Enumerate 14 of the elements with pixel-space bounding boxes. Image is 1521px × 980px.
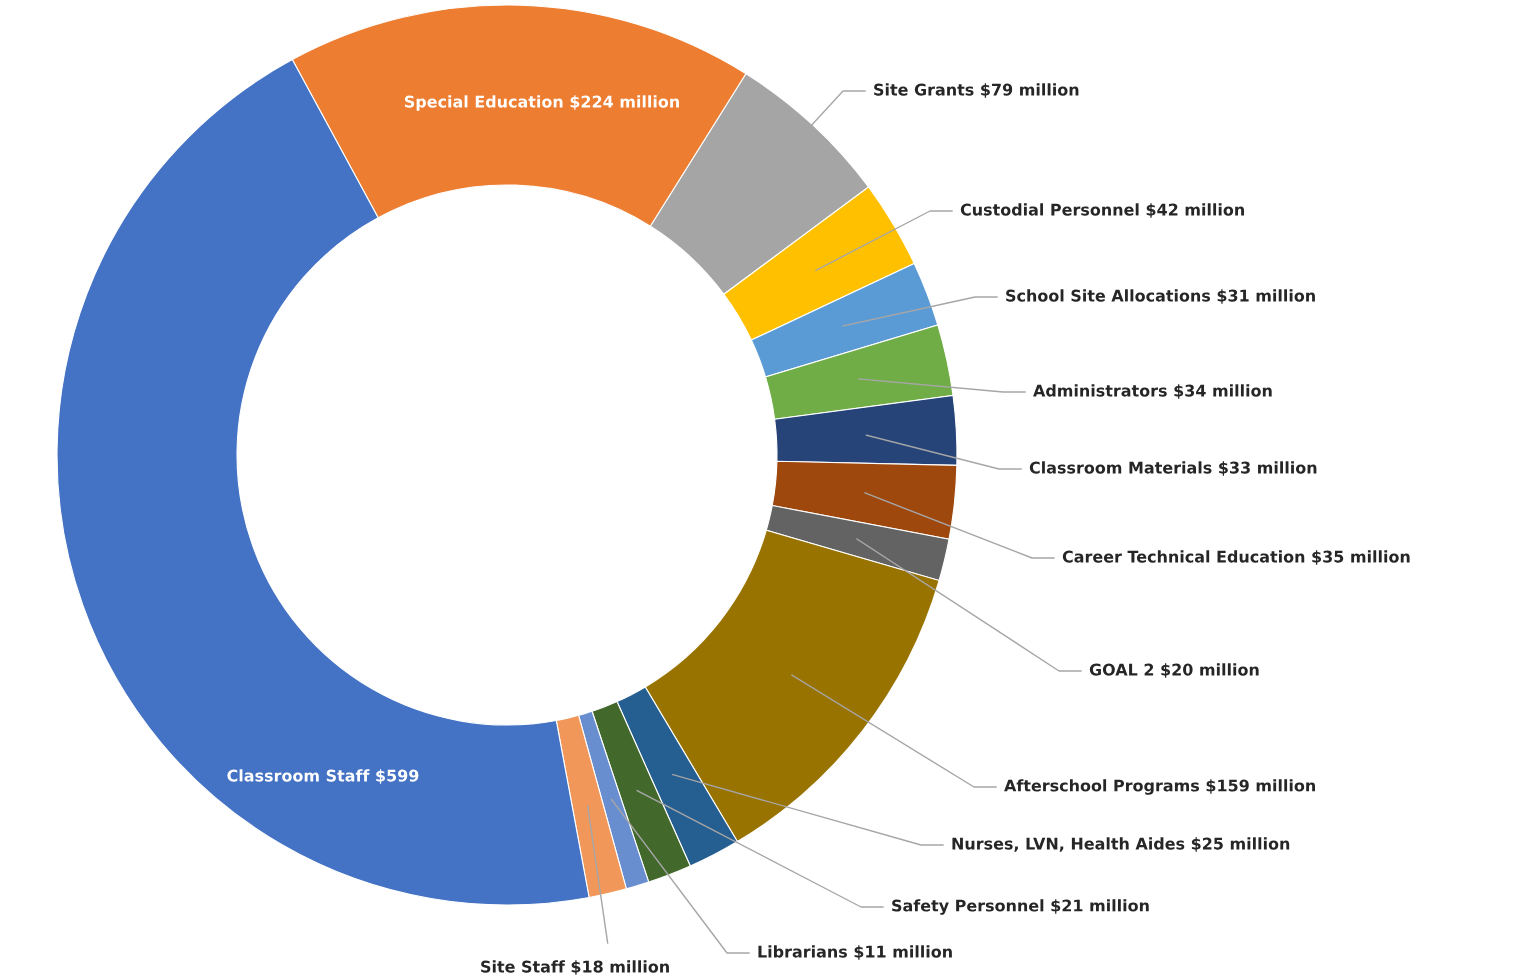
- slice-label: GOAL 2 $20 million: [1089, 663, 1259, 678]
- slice-label: Classroom Staff $599: [227, 769, 419, 784]
- slice-label: Administrators $34 million: [1033, 384, 1272, 399]
- slice-label: Custodial Personnel $42 million: [960, 203, 1244, 218]
- slice-label: Afterschool Programs $159 million: [1004, 779, 1315, 795]
- slice-label: Site Grants $79 million: [874, 83, 1079, 98]
- slice-label: School Site Allocations $31 million: [1006, 289, 1315, 304]
- slice-label: Site Staff $18 million: [481, 960, 669, 975]
- slice-label: Classroom Materials $33 million: [1029, 461, 1317, 476]
- slice-label: Nurses, LVN, Health Aides $25 million: [952, 837, 1290, 852]
- slice-label: Special Education $224 million: [404, 95, 679, 111]
- slice-label: Career Technical Education $35 million: [1062, 550, 1410, 565]
- slice-label: Safety Personnel $21 million: [892, 899, 1149, 915]
- slice-label: Librarians $11 million: [758, 945, 952, 960]
